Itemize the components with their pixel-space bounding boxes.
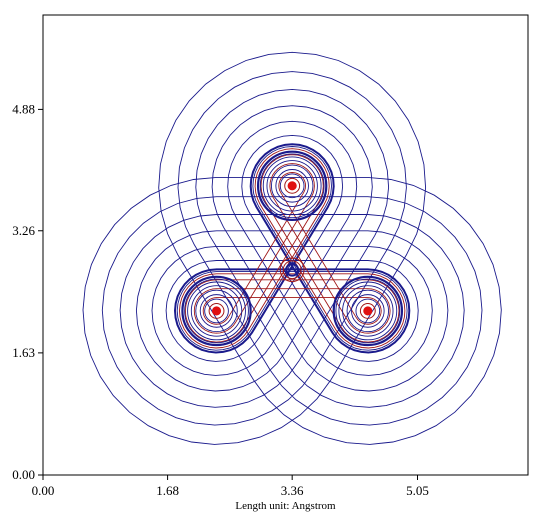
plot-area [42, 14, 529, 476]
atom-contour-ring [338, 281, 398, 341]
atom-contour-ring [266, 160, 318, 212]
outer-contour-line [151, 120, 433, 376]
center-contour-ring [279, 257, 305, 283]
x-axis-label: Length unit: Angstrom [235, 500, 336, 512]
atom-contour-ring [181, 275, 252, 347]
atom-contour-ring [195, 289, 238, 333]
atom-contour-ring [270, 164, 314, 208]
atom-inner-ring [208, 303, 225, 319]
inner-contour-line [202, 172, 382, 325]
atom-contour-ring [184, 278, 249, 344]
atom-core-peak [287, 181, 297, 191]
atom-contour-ring [355, 298, 381, 324]
x-tick-label: 1.68 [156, 483, 179, 498]
y-tick-label: 0.00 [12, 467, 35, 482]
atom-contour-ring [342, 285, 394, 337]
outer-contour-line [165, 134, 419, 362]
atom-inner-ring [284, 177, 301, 194]
y-axis-ticks: 0.00 1.63 3.26 4.88 [12, 101, 43, 482]
atom-contour-ring [346, 289, 390, 333]
atom-contour-ring [199, 294, 234, 328]
x-axis-ticks: 0.00 1.68 3.36 5.05 [32, 475, 429, 498]
atom-inner-ring [359, 303, 376, 319]
center-contour-ring [282, 260, 302, 280]
envelope-contour-line [173, 143, 411, 354]
x-tick-label: 3.36 [281, 483, 304, 498]
atom-contour-ring [262, 156, 322, 216]
y-tick-label: 3.26 [12, 223, 35, 238]
outer-contour-line [82, 51, 502, 445]
x-tick-label: 5.05 [406, 483, 429, 498]
y-tick-label: 1.63 [12, 345, 35, 360]
atom-contour-ring [187, 281, 246, 341]
atom-contour-ring [190, 285, 243, 337]
atom-contour-ring [259, 153, 325, 219]
inner-contour-line [193, 163, 391, 334]
x-tick-label: 0.00 [32, 483, 55, 498]
outer-contour-line [101, 71, 483, 426]
atom-core-peak [363, 306, 373, 316]
atom-core-peak [211, 306, 222, 316]
envelope-contour-line [179, 148, 406, 349]
outer-contour-line [135, 105, 449, 392]
atom-contour-ring [256, 150, 328, 222]
atom-contour-ring [332, 275, 404, 347]
atom-contour-ring [279, 173, 305, 199]
atom-contour-ring [204, 298, 229, 324]
atom-contour-ring [335, 278, 401, 344]
inner-contour-line [184, 154, 400, 343]
y-tick-label: 4.88 [12, 101, 35, 116]
outer-contour-line [119, 88, 465, 408]
atom-contour-ring [275, 169, 309, 203]
atom-contour-ring [351, 294, 385, 328]
contour-lines [82, 51, 502, 445]
envelope-contour-line [176, 146, 408, 351]
center-contour-ring [285, 262, 300, 277]
